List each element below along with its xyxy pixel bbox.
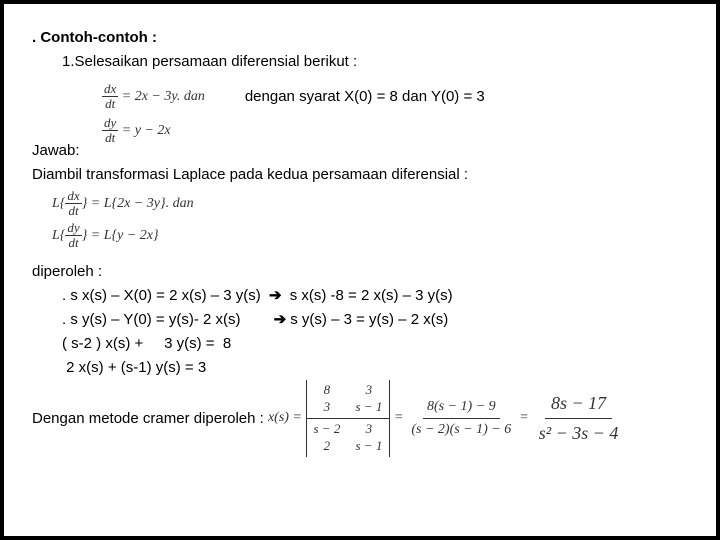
arrow-icon: ➔ — [270, 308, 291, 332]
frac-den: (s − 2)(s − 1) − 6 — [407, 419, 515, 441]
det-fraction: 83 3s − 1 s − 23 2s − 1 — [306, 380, 390, 457]
slide-frame: { "heading_prefix": ". ", "heading": "Co… — [0, 0, 720, 540]
result-line-1: . s x(s) – X(0) = 2 x(s) – 3 y(s) ➔ s x(… — [62, 284, 688, 308]
result-line-4: 2 x(s) + (s-1) y(s) = 3 — [62, 356, 688, 380]
result-rhs: s x(s) -8 = 2 x(s) – 3 y(s) — [290, 287, 453, 304]
frac-den: dt — [102, 131, 118, 145]
diperoleh-label: diperoleh : — [32, 260, 688, 284]
cramer-row: Dengan metode cramer diperoleh : x(s) = … — [32, 380, 688, 457]
det-numerator: 83 3s − 1 — [306, 380, 390, 419]
L-symbol: L — [52, 196, 60, 211]
equals: = — [394, 407, 403, 429]
frac-num: 8(s − 1) − 9 — [423, 396, 500, 419]
laplace-eq2: L{dydt} = L{y − 2x} — [52, 221, 688, 251]
L-symbol: L — [52, 228, 60, 243]
result-lhs: . s y(s) – Y(0) = y(s)- 2 x(s) — [62, 311, 240, 328]
arrow-icon: ➔ — [265, 284, 286, 308]
frac-den: dt — [65, 236, 81, 250]
frac-den: dt — [102, 97, 118, 111]
eq-rhs: = L{2x − 3y}. dan — [91, 196, 194, 211]
result-rhs: s y(s) – 3 = y(s) – 2 x(s) — [290, 311, 448, 328]
final-fraction: 8s − 17 s² − 3s − 4 — [533, 389, 625, 448]
frac-num: dx — [102, 82, 118, 97]
laplace-eq1: L{dxdt} = L{2x − 3y}. dan — [52, 189, 688, 219]
problem-line: 1.Selesaikan persamaan diferensial berik… — [62, 50, 688, 74]
equals: = — [519, 407, 528, 429]
result-line-3: ( s-2 ) x(s) + 3 y(s) = 8 — [62, 332, 688, 356]
frac-num: dx — [65, 189, 81, 204]
frac-num: dy — [102, 116, 118, 131]
cramer-label: Dengan metode cramer diperoleh : — [32, 407, 264, 431]
section-heading: . Contoh-contoh : — [32, 26, 688, 50]
eq-dx-dt: dxdt = 2x − 3y. dan — [102, 82, 205, 112]
eq-rhs: = 2x − 3y. dan — [122, 89, 205, 104]
eq-dy-dt: dydt = y − 2x — [102, 116, 171, 146]
initial-conditions: dengan syarat X(0) = 8 dan Y(0) = 3 — [205, 85, 688, 109]
eq-rhs: = L{y − 2x} — [91, 228, 159, 243]
cramer-expression: x(s) = 83 3s − 1 s − 23 2s − 1 = 8(s − 1… — [268, 380, 624, 457]
laplace-intro: Diambil transformasi Laplace pada kedua … — [32, 163, 688, 187]
frac-num: dy — [65, 221, 81, 236]
mid-fraction: 8(s − 1) − 9 (s − 2)(s − 1) − 6 — [407, 396, 515, 442]
xs-label: x(s) = — [268, 407, 302, 429]
result-line-2: . s y(s) – Y(0) = y(s)- 2 x(s) ➔s y(s) –… — [62, 308, 688, 332]
det-denominator: s − 23 2s − 1 — [306, 419, 390, 457]
result-lhs: . s x(s) – X(0) = 2 x(s) – 3 y(s) — [62, 287, 261, 304]
frac-den: dt — [65, 204, 81, 218]
eq-rhs: = y − 2x — [122, 123, 171, 138]
frac-num: 8s − 17 — [545, 389, 612, 419]
frac-den: s² − 3s − 4 — [533, 419, 625, 448]
heading-text: Contoh-contoh : — [40, 29, 157, 46]
